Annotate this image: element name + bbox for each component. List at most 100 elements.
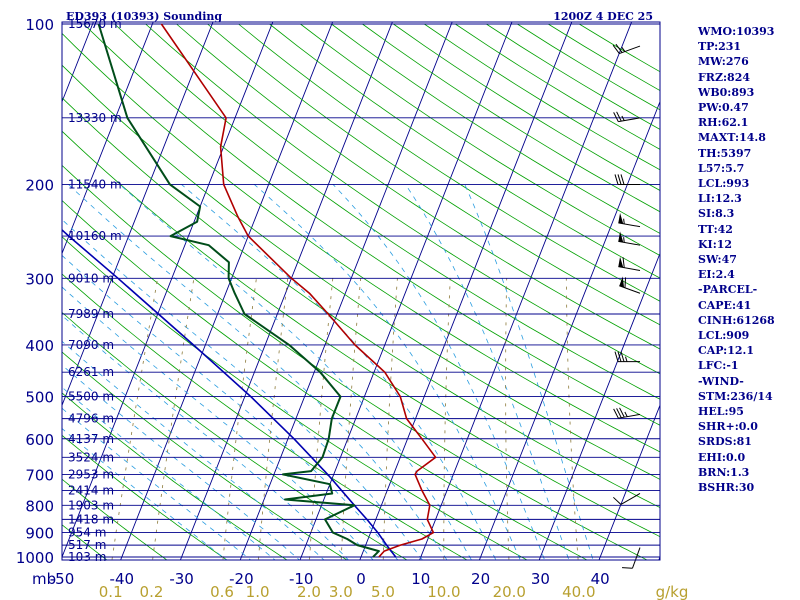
moist-adiabat-line: [62, 407, 252, 560]
wind-barb-full: [613, 496, 622, 505]
wind-barb-full: [617, 351, 622, 362]
stability-indices-panel: WMO:10393 TP:231 MW:276 FRZ:824 WB0:893 PW:0.…: [698, 24, 775, 495]
mixing-ratio-line: [505, 278, 510, 560]
height-level-label: 1903 m: [68, 498, 114, 512]
index-item: L57:5.7: [698, 161, 745, 175]
height-level-label: 7989 m: [68, 307, 114, 321]
mixing-ratio-tick-label: 2.0: [297, 583, 321, 600]
mixing-ratio-line: [565, 278, 579, 560]
dry-adiabat-line: [62, 524, 108, 560]
index-item: LCL:909: [698, 329, 750, 343]
wind-barb: [618, 256, 641, 271]
temperature-tick-label: -40: [110, 570, 135, 588]
valid-time: 1200Z 4 DEC 25: [553, 10, 653, 23]
dry-adiabat-line: [62, 130, 660, 538]
wind-barb-full: [615, 43, 623, 53]
height-level-label: 3524 m: [68, 450, 114, 464]
wind-barb-full: [624, 277, 627, 288]
index-item: SW:47: [698, 253, 737, 267]
moist-adiabat-line: [62, 364, 301, 560]
mixing-ratio-line: [309, 278, 334, 560]
height-level-label: 954 m: [68, 526, 106, 540]
dry-adiabat-line: [62, 311, 408, 560]
dry-adiabat-line: [207, 23, 660, 326]
dry-adiabat-line: [62, 64, 660, 480]
pressure-tick-label: 700: [25, 466, 54, 484]
wind-barb-flag: [618, 231, 624, 243]
wind-barb-full: [616, 408, 622, 418]
dry-adiabat-line: [62, 434, 228, 560]
index-item: KI:12: [698, 237, 733, 251]
height-level-label: 6261 m: [68, 365, 114, 379]
wind-barb-full: [612, 44, 620, 54]
index-item: MAXT:14.8: [698, 131, 766, 145]
height-level-label: 7090 m: [68, 338, 114, 352]
wind-barb: [613, 111, 641, 123]
index-item: MW:276: [698, 55, 749, 69]
isotherm-line: [62, 22, 154, 255]
sounding-profiles: [62, 23, 437, 558]
wind-barb-full: [613, 408, 619, 419]
temperature-tick-label: 10: [411, 570, 430, 588]
temperature-tick-label: 30: [531, 570, 550, 588]
pressure-tick-label: 1000: [16, 549, 54, 567]
dry-adiabat-line: [62, 164, 648, 560]
dry-adiabat-line: [145, 23, 660, 375]
index-item: BSHR:30: [698, 481, 755, 495]
mixing-ratio-tick-label: 3.0: [329, 583, 353, 600]
wind-barb-staff: [632, 547, 641, 569]
height-level-label: 2953 m: [68, 467, 114, 481]
mixing-ratio-line: [152, 278, 195, 560]
index-item: TP:231: [698, 40, 742, 54]
pressure-tick-label: 100: [25, 16, 54, 34]
index-item: WMO:10393: [698, 25, 775, 38]
wind-barb-staff: [620, 493, 641, 505]
mixing-ratio-tick-label: 0.1: [99, 583, 123, 600]
dry-adiabat-line: [300, 23, 660, 256]
wind-barb-staff: [619, 45, 641, 55]
chart-title: ED393 (10393) Sounding: [66, 10, 222, 23]
mixing-ratio-tick-label: 20.0: [493, 583, 526, 600]
index-item: TH:5397: [698, 146, 752, 160]
wind-barb-full: [622, 567, 633, 569]
wind-barb-full: [622, 257, 625, 268]
mixing-ratio-line: [257, 278, 289, 560]
wind-barb-half: [623, 237, 625, 243]
dry-adiabat-line: [114, 23, 660, 400]
pressure-tick-label: 600: [25, 431, 54, 449]
temperature-tick-label: -10: [289, 570, 314, 588]
dry-adiabat-line: [62, 273, 468, 560]
wind-barb-half: [624, 411, 628, 417]
moist-adiabat-line: [62, 254, 399, 560]
index-item: LFC:-1: [698, 359, 739, 373]
temperature-tick-label: 20: [471, 570, 490, 588]
mixing-ratio-tick-label: 10.0: [427, 583, 460, 600]
wind-barb-full: [614, 174, 619, 185]
dry-adiabat-line: [62, 392, 288, 560]
temperature-line: [160, 23, 437, 558]
dry-adiabat-line: [176, 23, 660, 350]
mixing-ratio-tick-label: 0.2: [140, 583, 164, 600]
dry-adiabat-line: [62, 32, 660, 453]
isotherm-line: [419, 22, 633, 560]
height-level-label: 9010 m: [68, 271, 114, 285]
index-item: BRN:1.3: [698, 465, 750, 479]
moist-adiabat-line: [62, 386, 276, 560]
wind-barb: [618, 212, 641, 228]
wind-barb: [612, 43, 641, 55]
index-item: PW:0.47: [698, 101, 749, 115]
moist-adiabat-line: [62, 314, 350, 560]
mixing-ratio-line: [382, 278, 398, 560]
background-grid: [62, 22, 660, 560]
moist-adiabat-line: [62, 218, 423, 560]
wind-barb-staff: [618, 413, 641, 419]
wind-barb-flag: [618, 212, 624, 224]
mixing-ratio-line: [222, 278, 257, 560]
index-item: FRZ:824: [698, 70, 751, 84]
wind-barb-half: [621, 115, 625, 121]
pressure-tick-label: 500: [25, 389, 54, 407]
mixing-ratio-line: [340, 278, 362, 560]
index-item: SRDS:81: [698, 435, 752, 449]
